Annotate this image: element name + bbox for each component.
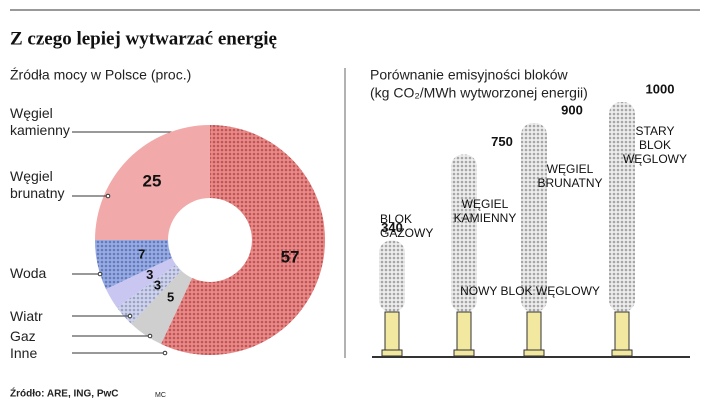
leader-dot [127,313,133,319]
category-label: WĘGIEL BRUNATNY [537,162,602,190]
leader-dot [105,193,111,199]
value-label: 1000 [646,81,675,96]
legend-label: Węgiel brunatny [10,168,65,201]
chimney-base [611,349,633,357]
chimney-base [381,349,403,357]
chimney [456,311,472,351]
leader-dot [97,271,103,277]
legend-label: Gaz [10,328,36,344]
credit: MC [155,392,166,399]
slice-group [95,125,210,240]
annotation: NOWY BLOK WĘGLOWY [460,284,600,298]
chimney [384,311,400,351]
value-label: 25 [143,172,162,191]
value-label: 5 [167,289,174,304]
unit-label: (kg CO₂/MWh wytworzonej energii) [370,85,588,101]
category-label: BLOK GAZOWY [380,212,433,240]
category-label: WĘGIEL KAMIENNY [454,197,517,225]
value-label: 750 [491,134,513,149]
subtitle: Porównanie emisyjności bloków [370,67,569,83]
chimney-base [453,349,475,357]
subtitle: Źródła mocy w Polsce (proc.) [10,67,191,83]
title: Z czego lepiej wytwarzać energię [10,28,277,49]
legend-label: Wiatr [10,308,43,324]
legend-label: Inne [10,345,38,361]
value-label: 57 [281,247,300,266]
legend-label: Węgiel kamienny [10,105,70,138]
chimney [526,311,542,351]
category-label: STARY BLOK WĘGLOWY [623,124,687,166]
legend-label: Woda [10,265,47,281]
slice [95,125,210,240]
smoke-dots [451,154,477,312]
value-label: 340 [381,220,403,235]
ground [372,356,690,358]
leader-dot [147,333,153,339]
source: Źródło: ARE, ING, PwC [10,387,119,400]
smoke-dots [521,123,547,312]
leader-dot [162,350,168,356]
chimney [614,311,630,351]
smoke-dots [379,240,405,312]
value-label: 900 [561,102,583,117]
chimney-base [523,349,545,357]
smoke-dots [609,102,635,312]
value-label: 7 [138,247,145,262]
